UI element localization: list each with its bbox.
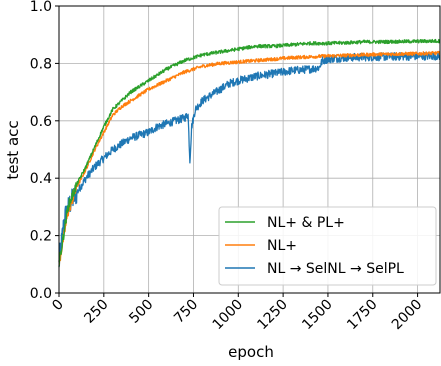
- y-tick-label: 1.0: [30, 0, 52, 15]
- y-axis-label: test acc: [4, 120, 22, 179]
- x-tick-label: 250: [81, 297, 111, 327]
- series-line: [58, 38, 441, 268]
- x-axis-label: epoch: [228, 343, 274, 361]
- x-tick-label: 1250: [254, 297, 291, 334]
- y-tick-label: 0.4: [30, 171, 52, 187]
- legend-entry-label: NL → SelNL → SelPL: [267, 261, 404, 277]
- x-tick-label: 1750: [344, 297, 381, 334]
- legend: NL+ & PL+ NL+ NL → SelNL → SelPL: [218, 206, 437, 286]
- y-tick-label: 0.2: [30, 229, 52, 245]
- series-layer: [58, 38, 441, 268]
- legend-box: [218, 206, 437, 286]
- legend-entry-label: NL+ & PL+: [267, 215, 345, 231]
- legend-entry-label: NL+: [267, 238, 297, 254]
- x-tick-label: 500: [126, 297, 156, 327]
- y-tick-label: 0.6: [30, 114, 52, 130]
- x-tick-label: 1500: [299, 297, 336, 334]
- axes-frame: [58, 5, 441, 294]
- x-tick-label: 2000: [389, 297, 426, 334]
- series-line: [58, 51, 441, 267]
- y-tick-label: 0.0: [30, 286, 52, 302]
- axes: [58, 5, 441, 294]
- x-tick-label: 750: [171, 297, 201, 327]
- y-tick-label: 0.8: [30, 56, 52, 72]
- series-line: [58, 50, 441, 266]
- x-tick-label: 1000: [210, 297, 247, 334]
